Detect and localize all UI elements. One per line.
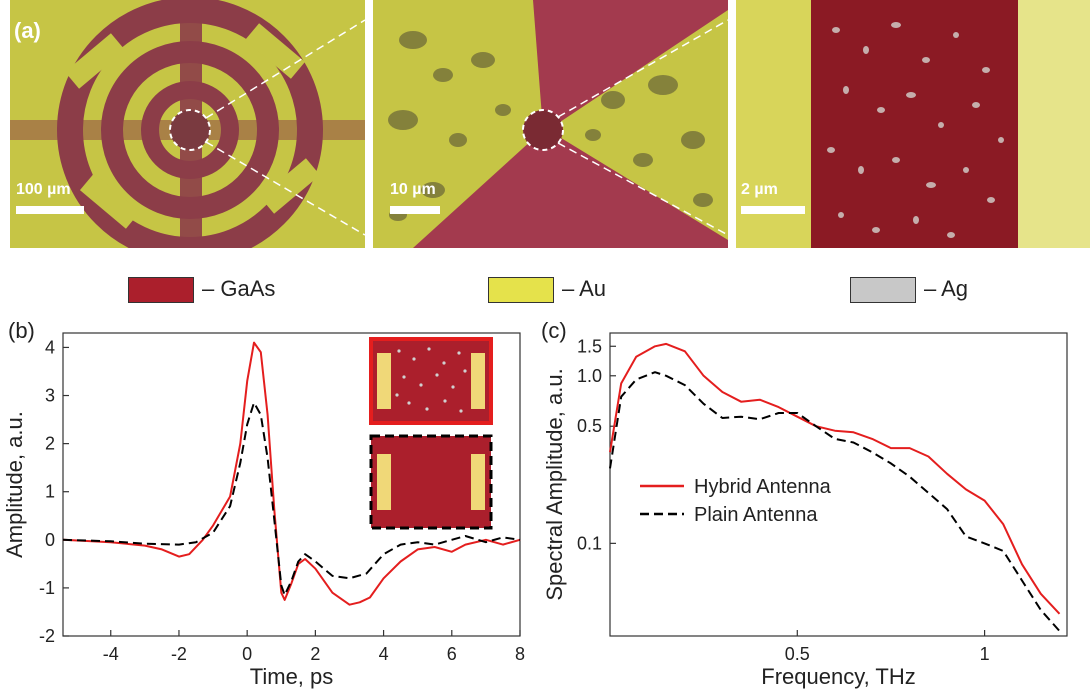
time-chart-x-tick-label: 6 bbox=[447, 644, 457, 664]
time-chart-y-tick-label: 1 bbox=[45, 482, 55, 502]
legend-label-ag: – Ag bbox=[924, 276, 969, 301]
time-chart-y-tick-label: 3 bbox=[45, 386, 55, 406]
time-chart-series-0-line bbox=[62, 341, 521, 606]
spectrum-chart-y-axis-label: Spectral Amplitude, a.u. bbox=[542, 368, 567, 600]
time-chart-x-axis-label: Time, ps bbox=[250, 664, 334, 689]
spectrum-chart-legend-label-1: Plain Antenna bbox=[694, 504, 818, 526]
time-domain-chart: -4 -2 0 2 4 6 8 -2 -1 0 1 2 3 4 Time, ps Amplitude, a.u… bbox=[2, 332, 525, 689]
inset-hybrid-antenna bbox=[369, 337, 493, 425]
time-chart-x-tick-label: 2 bbox=[310, 644, 320, 664]
scale-bar-100um-label: 100 µm bbox=[16, 181, 71, 198]
spectrum-chart-y-tick-label: 0.1 bbox=[577, 533, 602, 553]
legend-swatch-gaas bbox=[128, 277, 194, 303]
spectrum-chart-y-tick-label: 1.0 bbox=[577, 366, 602, 386]
legend-label-au: – Au bbox=[562, 276, 607, 301]
spectrum-chart-x-tick-label: 1 bbox=[980, 644, 990, 664]
spectrum-chart-x-axis-label: Frequency, THz bbox=[761, 664, 915, 689]
spectrum-chart-plot-frame bbox=[609, 332, 1068, 637]
time-chart-x-tick-label: -4 bbox=[103, 644, 119, 664]
inset-plain-antenna bbox=[369, 434, 493, 530]
scale-bar-10um bbox=[390, 206, 440, 214]
scale-bar-10um-label: 10 µm bbox=[390, 181, 436, 198]
scale-bar-2um bbox=[741, 206, 805, 214]
time-chart-plot-frame bbox=[62, 332, 521, 637]
time-chart-y-tick-label: 4 bbox=[45, 337, 55, 357]
legend-swatch-au bbox=[488, 277, 554, 303]
time-chart-x-tick-label: 8 bbox=[515, 644, 525, 664]
spectrum-chart-x-tick-label: 0.5 bbox=[785, 644, 810, 664]
scale-bar-2um-label: 2 µm bbox=[741, 181, 778, 198]
time-chart-y-axis-label: Amplitude, a.u. bbox=[2, 411, 27, 558]
panel-a-label: (a) bbox=[14, 18, 41, 43]
time-chart-y-tick-label: 0 bbox=[45, 530, 55, 550]
time-chart-y-tick-label: -1 bbox=[39, 578, 55, 598]
spectrum-chart-legend-label-0: Hybrid Antenna bbox=[694, 476, 832, 498]
time-chart-x-tick-label: 4 bbox=[379, 644, 389, 664]
legend-swatch-ag bbox=[850, 277, 916, 303]
time-chart-y-tick-label: 2 bbox=[45, 434, 55, 454]
spectrum-chart-series-0-line bbox=[609, 342, 1061, 615]
panel-b-label: (b) bbox=[8, 318, 35, 343]
spectrum-chart-series-1-line bbox=[609, 371, 1061, 632]
spectrum-chart: 0.5 1 0.1 0.5 1.0 1.5 Frequency, THz Spectral A… bbox=[542, 332, 1068, 689]
legend-label-gaas: – GaAs bbox=[202, 276, 276, 301]
time-chart-y-tick-label: -2 bbox=[39, 626, 55, 646]
panel-c-label: (c) bbox=[541, 318, 567, 343]
scale-bar-100um bbox=[16, 206, 84, 214]
spectrum-chart-y-tick-label: 1.5 bbox=[577, 336, 602, 356]
time-chart-x-tick-label: -2 bbox=[171, 644, 187, 664]
spectrum-chart-y-tick-label: 0.5 bbox=[577, 416, 602, 436]
time-chart-x-tick-label: 0 bbox=[242, 644, 252, 664]
